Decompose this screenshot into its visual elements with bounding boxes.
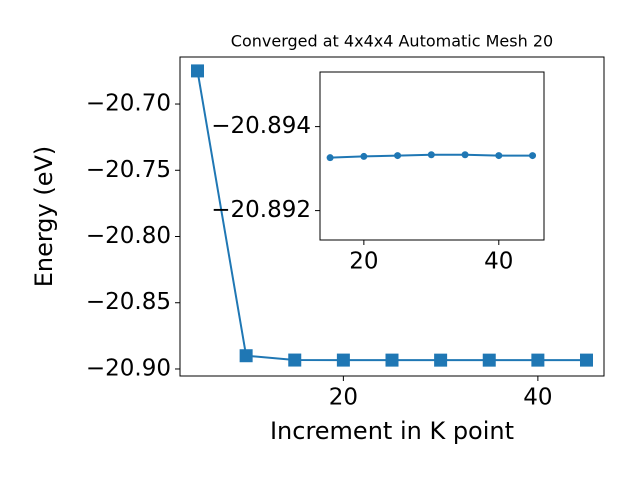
y-tick-label: −20.892 [211, 197, 311, 223]
y-tick-label: −20.85 [86, 289, 171, 315]
x-tick-label: 40 [484, 249, 513, 275]
y-tick-label: −20.75 [86, 157, 171, 183]
marker [434, 353, 448, 367]
marker [191, 64, 205, 78]
marker [326, 154, 334, 162]
y-tick-label: −20.80 [86, 223, 171, 249]
marker [385, 353, 399, 367]
y-tick-label: −20.90 [86, 355, 171, 381]
marker [394, 152, 402, 160]
y-axis-label: Energy (eV) [30, 146, 58, 288]
y-tick-label: −20.70 [86, 91, 171, 117]
marker [495, 152, 503, 160]
marker [482, 353, 496, 367]
x-tick-label: 20 [329, 385, 358, 411]
marker [531, 353, 545, 367]
marker [461, 151, 469, 159]
marker [288, 353, 302, 367]
marker [239, 349, 253, 363]
x-axis-label: Increment in K point [270, 417, 514, 445]
marker [529, 152, 537, 160]
chart-title: Converged at 4x4x4 Automatic Mesh 20 [231, 32, 553, 51]
x-tick-label: 40 [523, 385, 552, 411]
marker [427, 151, 435, 159]
marker [579, 353, 593, 367]
y-tick-label: −20.894 [211, 113, 311, 139]
x-tick-label: 20 [349, 249, 378, 275]
marker [336, 353, 350, 367]
marker [360, 152, 368, 160]
